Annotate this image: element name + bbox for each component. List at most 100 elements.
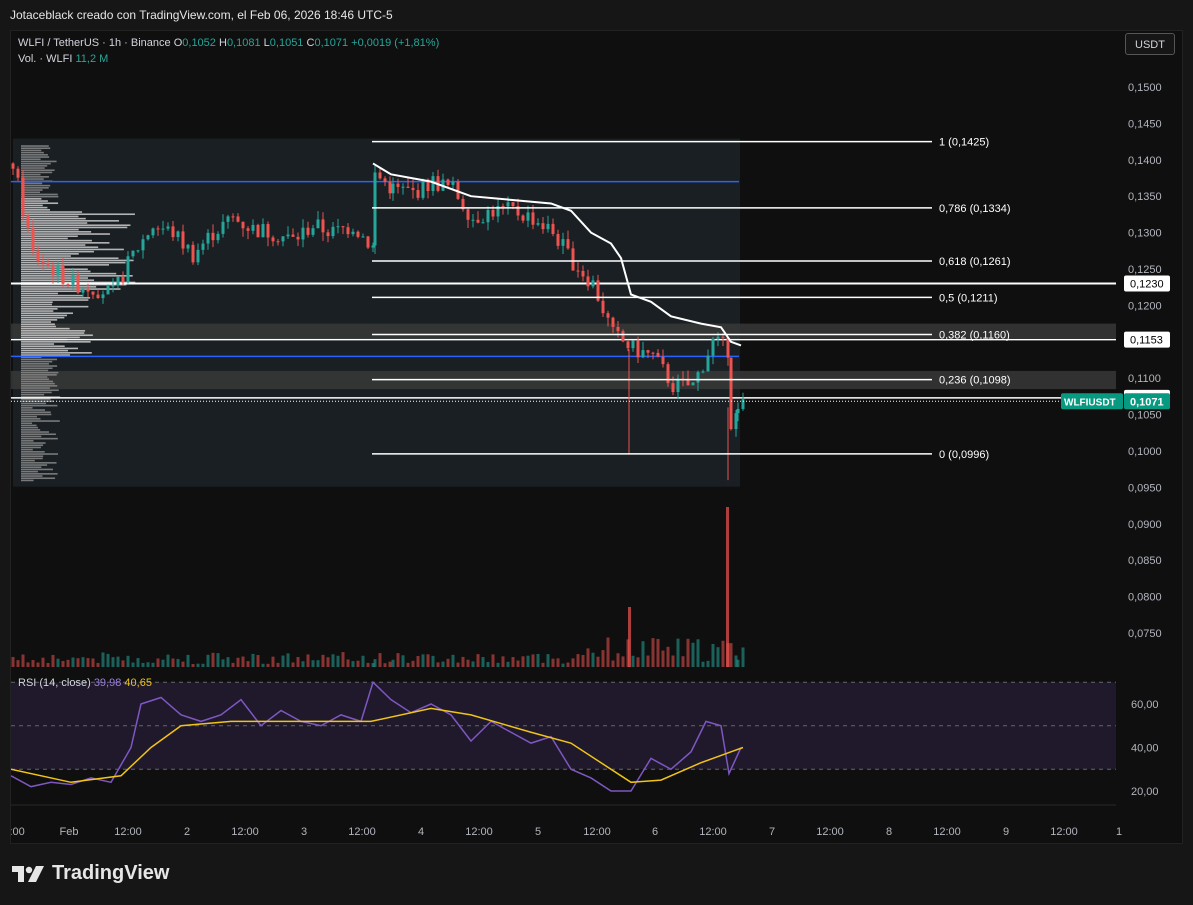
rsi-title: RSI (14, close) [18,677,91,689]
candle-body [261,224,265,238]
rsi-ma-value: 40,65 [124,677,152,689]
candle-body [596,280,600,301]
volume-profile-bar [21,354,70,356]
volume-bar [91,658,95,667]
volume-bar [446,658,450,667]
volume-bar [371,663,375,667]
volume-bar [161,659,165,667]
candle-body [626,341,630,349]
volume-bar [356,660,360,667]
time-tick-label: 7 [769,826,775,838]
candle-body [311,228,315,235]
volume-bar [226,657,230,667]
volume-profile-bar [21,374,57,376]
volume-profile-bar [21,151,44,154]
volume-profile-bar [21,448,33,451]
volume-label[interactable]: Vol. · WLFI [18,53,73,65]
candle-body [406,186,410,188]
volume-bar [311,660,315,667]
volume-profile-bar [21,224,131,227]
tradingview-logo[interactable]: TradingView [12,862,169,885]
candle-body [456,181,460,199]
candle-body [726,337,730,358]
currency-button[interactable]: USDT [1125,33,1175,55]
candle-body [241,221,245,229]
volume-profile-bar [21,299,89,301]
symbol-title[interactable]: WLFI / TetherUS · 1h · Binance [18,37,171,49]
volume-profile-bar [21,321,52,323]
volume-profile-bar [21,437,58,440]
volume-bar [456,662,460,667]
volume-profile-bar [21,244,86,246]
candle-body [416,190,420,198]
volume-bar [206,654,210,667]
candle-body [616,326,620,332]
volume-bar [671,655,675,667]
price-chart-svg[interactable]: 1 (0,1425) 0,786 (0,1334) 0,618 (0,1261) 0,… [0,31,1184,845]
volume-bar [141,662,145,667]
candle-body [476,219,480,223]
symbol-tag-text: WLFIUSDT [1064,397,1116,408]
candle-body [231,216,235,218]
volume-profile-bar [21,349,68,352]
volume-bar [631,655,635,667]
volume-profile-bar [21,239,92,242]
candle-body [711,338,715,356]
volume-bar [521,656,525,667]
volume-profile-bar [21,444,44,447]
price-tick-label: 0,1500 [1128,82,1162,94]
volume-profile-bar [21,292,58,295]
volume-bar [116,656,120,667]
volume-bar [729,643,733,667]
candle-body [651,352,655,354]
volume-profile-bar [21,147,51,150]
volume-profile-bar [21,332,85,334]
open-label: O [173,37,183,49]
candle-body [736,408,740,414]
volume-bar [346,659,350,667]
candle-body [206,232,210,244]
volume-bar [411,660,415,667]
volume-profile-bar [21,462,57,464]
volume-bar [611,660,615,667]
candle-body [46,263,50,265]
volume-bar [306,654,310,667]
time-tick-label: 12:00 [465,826,493,838]
volume-profile-bar [21,391,52,394]
volume-profile-bar [21,459,35,462]
candle-body [401,186,405,188]
candle-body [86,288,90,292]
high-label: H [218,37,227,49]
price-label-box [1124,275,1170,292]
volume-profile-bar [21,178,44,180]
volume-profile-bar [21,158,41,161]
volume-bar [26,662,30,667]
candle-body [611,317,615,327]
volume-profile-bar [21,209,51,211]
volume-bar [596,656,600,667]
volume-bar [676,638,680,667]
volume-profile-bar [21,398,51,400]
volume-bar [696,639,700,667]
volume-bar [416,656,420,667]
volume-bar [191,663,195,667]
candle-body [141,239,145,251]
chart-area[interactable]: 1 (0,1425) 0,786 (0,1334) 0,618 (0,1261) 0,… [0,30,1184,845]
volume-profile-bar [21,378,49,381]
volume-bar [166,654,170,667]
low-value: 0,1051 [269,37,304,49]
volume-bar [591,652,595,667]
volume-profile-bar [21,149,42,152]
volume-bar [606,637,610,667]
time-tick-label: 9 [1003,826,1009,838]
volume-bar [431,655,435,667]
volume-profile-bar [21,261,126,264]
volume-bar [556,658,560,667]
volume-profile-bar [21,235,78,238]
volume-profile-bar [21,191,41,194]
volume-bar [361,655,365,667]
rsi-legend[interactable]: RSI (14, close) 39,98 40,65 [18,677,152,689]
rsi-ma-line [10,707,744,784]
candle-body [166,226,170,229]
volume-profile-bar [21,429,41,431]
